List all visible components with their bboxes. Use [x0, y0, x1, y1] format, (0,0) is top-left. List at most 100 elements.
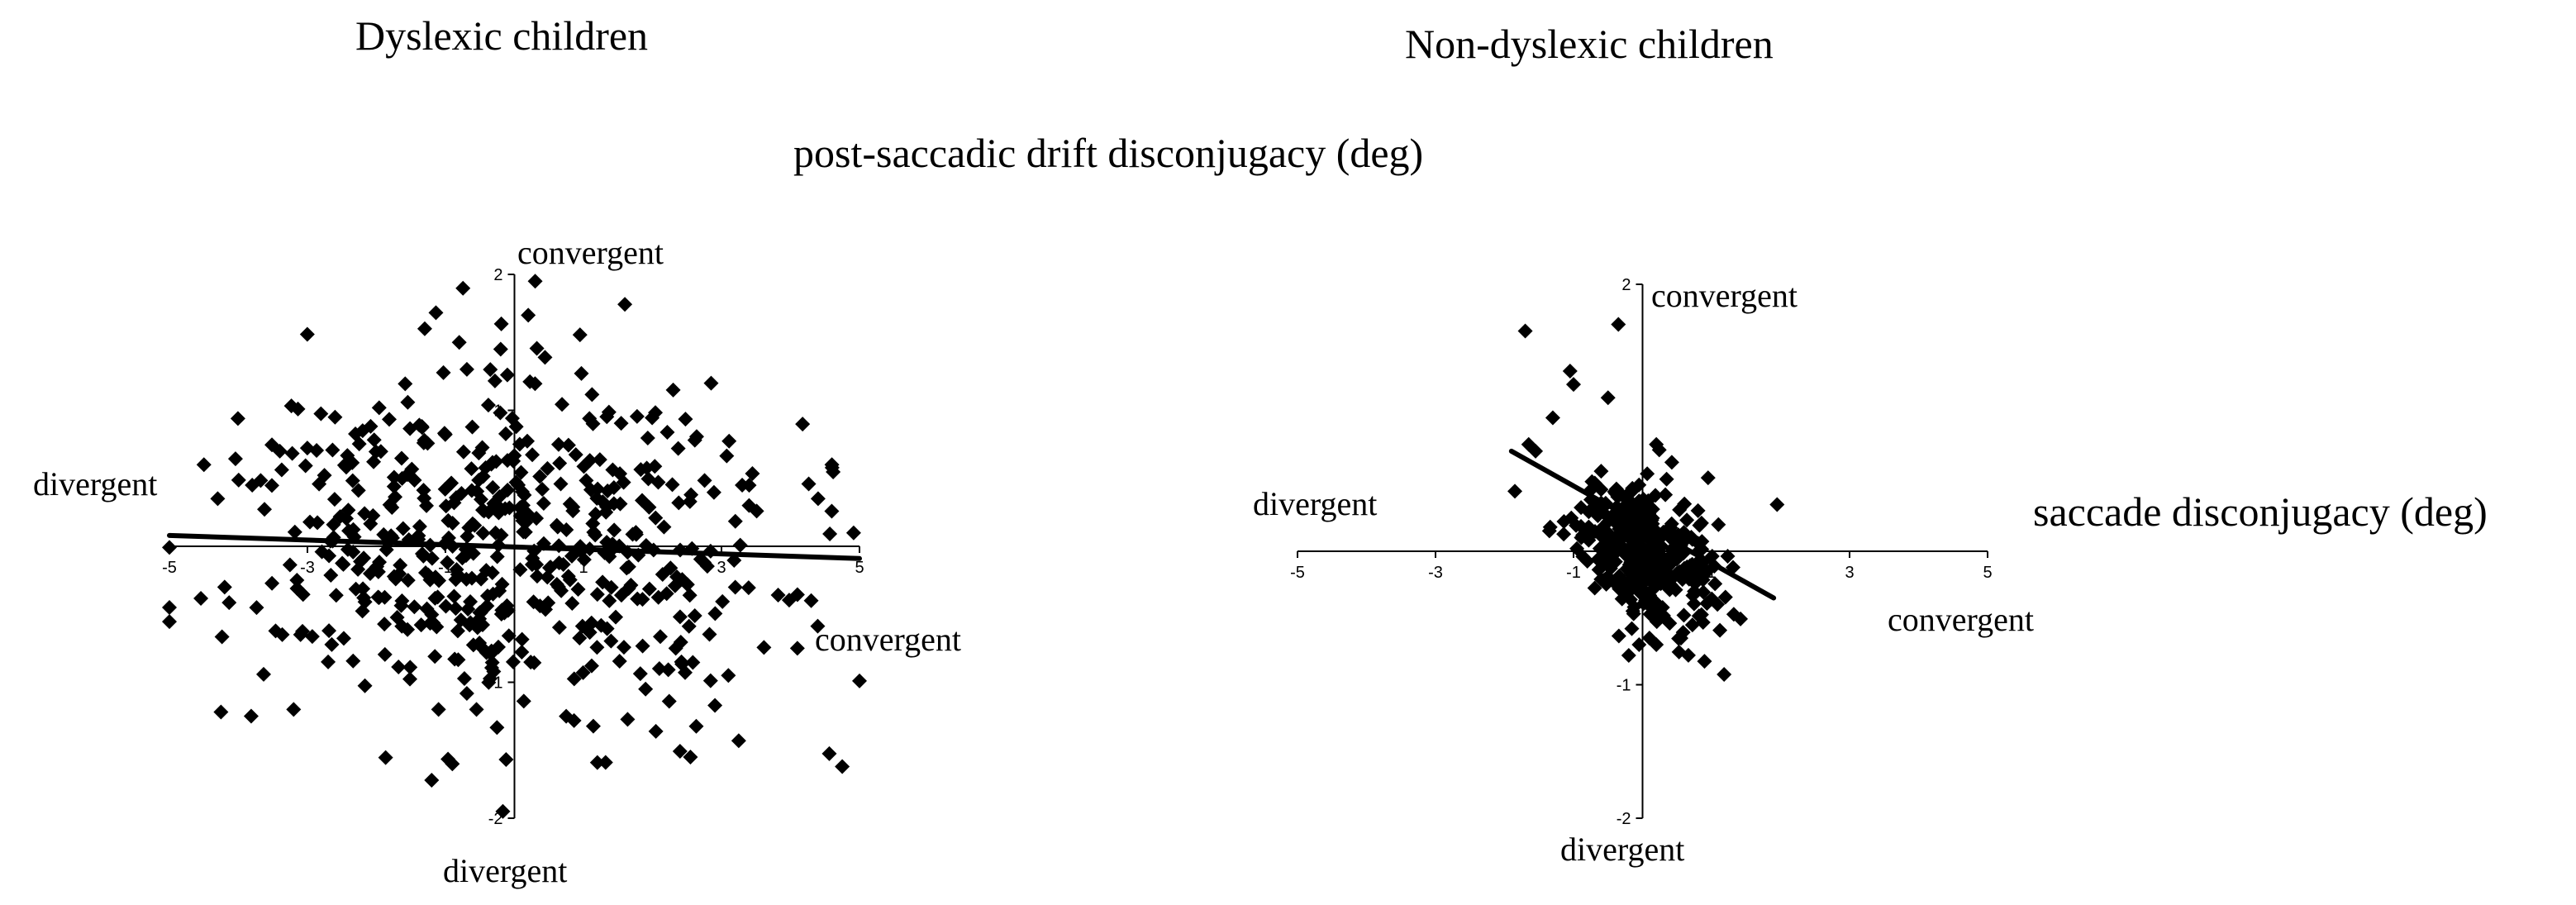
left-data-point [506, 453, 521, 469]
left-data-point [584, 387, 600, 402]
left-data-point [399, 467, 415, 483]
left-data-point [480, 398, 496, 413]
left-data-point [608, 609, 624, 625]
right-data-point [1594, 520, 1610, 536]
left-data-point [527, 376, 543, 392]
left-data-point [257, 502, 273, 517]
left-data-point [389, 609, 405, 625]
left-data-point [324, 636, 340, 652]
left-data-point [488, 525, 503, 541]
right-data-point [1611, 628, 1626, 644]
left-data-point [447, 651, 463, 667]
left-top-direction-label: convergent [517, 234, 664, 271]
left-data-point [485, 479, 501, 495]
right-data-point [1664, 516, 1679, 531]
left-data-point [532, 598, 548, 614]
left-data-point [479, 588, 495, 604]
right-data-point [1712, 622, 1728, 638]
left-data-point [540, 569, 555, 585]
left-data-point [455, 444, 471, 460]
left-data-point [282, 557, 298, 573]
left-data-point [268, 623, 283, 639]
right-data-point [1649, 637, 1664, 653]
left-data-point [682, 588, 698, 603]
right-data-point [1589, 507, 1605, 522]
right-data-point [1640, 466, 1655, 482]
left-data-point [612, 496, 628, 512]
left-data-point [348, 581, 364, 597]
left-data-point [427, 649, 443, 664]
left-data-point [451, 335, 467, 350]
right-data-point [1613, 524, 1629, 540]
left-data-point [464, 419, 480, 435]
left-data-point [824, 460, 840, 475]
left-data-point [214, 629, 230, 645]
left-data-point [437, 426, 453, 442]
left-data-point [650, 474, 666, 490]
right-data-point [1769, 497, 1785, 512]
left-data-point [289, 581, 305, 597]
left-data-point [560, 437, 576, 453]
left-data-point [446, 588, 462, 604]
left-data-point [464, 461, 479, 477]
left-data-point [673, 635, 688, 650]
left-data-point [635, 493, 650, 508]
left-data-point [345, 653, 361, 669]
left-data-point [512, 508, 528, 524]
left-data-point [284, 445, 300, 461]
left-data-point [667, 578, 683, 593]
left-data-point [487, 373, 502, 388]
right-data-point [1669, 565, 1684, 581]
left-data-point [419, 498, 435, 513]
left-data-point [549, 517, 564, 533]
left-data-point [526, 655, 542, 670]
left-data-point [801, 476, 817, 492]
right-data-point [1675, 625, 1691, 641]
left-data-point [193, 590, 209, 606]
left-data-point [822, 526, 838, 542]
right-data-point [1607, 554, 1623, 569]
left-data-point [535, 481, 550, 497]
left-data-point [393, 557, 408, 573]
left-data-point [455, 550, 470, 566]
right-data-point [1710, 597, 1726, 612]
right-data-point [1593, 464, 1609, 479]
left-data-point [356, 550, 372, 566]
left-data-point [325, 442, 340, 458]
right-data-point [1733, 611, 1749, 626]
left-data-point [471, 445, 487, 461]
left-data-point [576, 552, 592, 568]
left-data-point [386, 479, 402, 494]
left-data-point [356, 590, 372, 606]
left-data-point [648, 510, 664, 526]
left-data-point [298, 458, 313, 474]
left-data-point [803, 593, 819, 608]
left-data-point [731, 733, 746, 749]
left-data-point [674, 654, 689, 669]
left-data-point [286, 702, 302, 717]
right-data-point [1661, 549, 1677, 564]
left-data-point [493, 316, 509, 331]
left-data-point [489, 720, 505, 736]
left-data-point [621, 559, 636, 574]
right-left-direction-label: divergent [1253, 485, 1378, 522]
left-data-point [475, 526, 491, 541]
left-data-point [706, 484, 721, 500]
left-data-point [213, 704, 229, 720]
left-data-point [402, 660, 418, 675]
left-data-point [498, 752, 514, 768]
left-data-point [287, 524, 302, 540]
left-data-point [702, 626, 717, 642]
right-data-point [1690, 503, 1706, 518]
left-data-point [845, 525, 861, 541]
left-data-point [721, 668, 736, 684]
left-data-point [210, 491, 226, 507]
left-data-point [727, 579, 743, 595]
left-data-point [605, 462, 621, 478]
left-data-point [566, 671, 582, 687]
left-data-point [253, 473, 269, 488]
left-data-point [464, 570, 479, 586]
left-data-point [416, 483, 431, 498]
left-data-point [414, 420, 430, 436]
left-data-point [499, 367, 515, 383]
